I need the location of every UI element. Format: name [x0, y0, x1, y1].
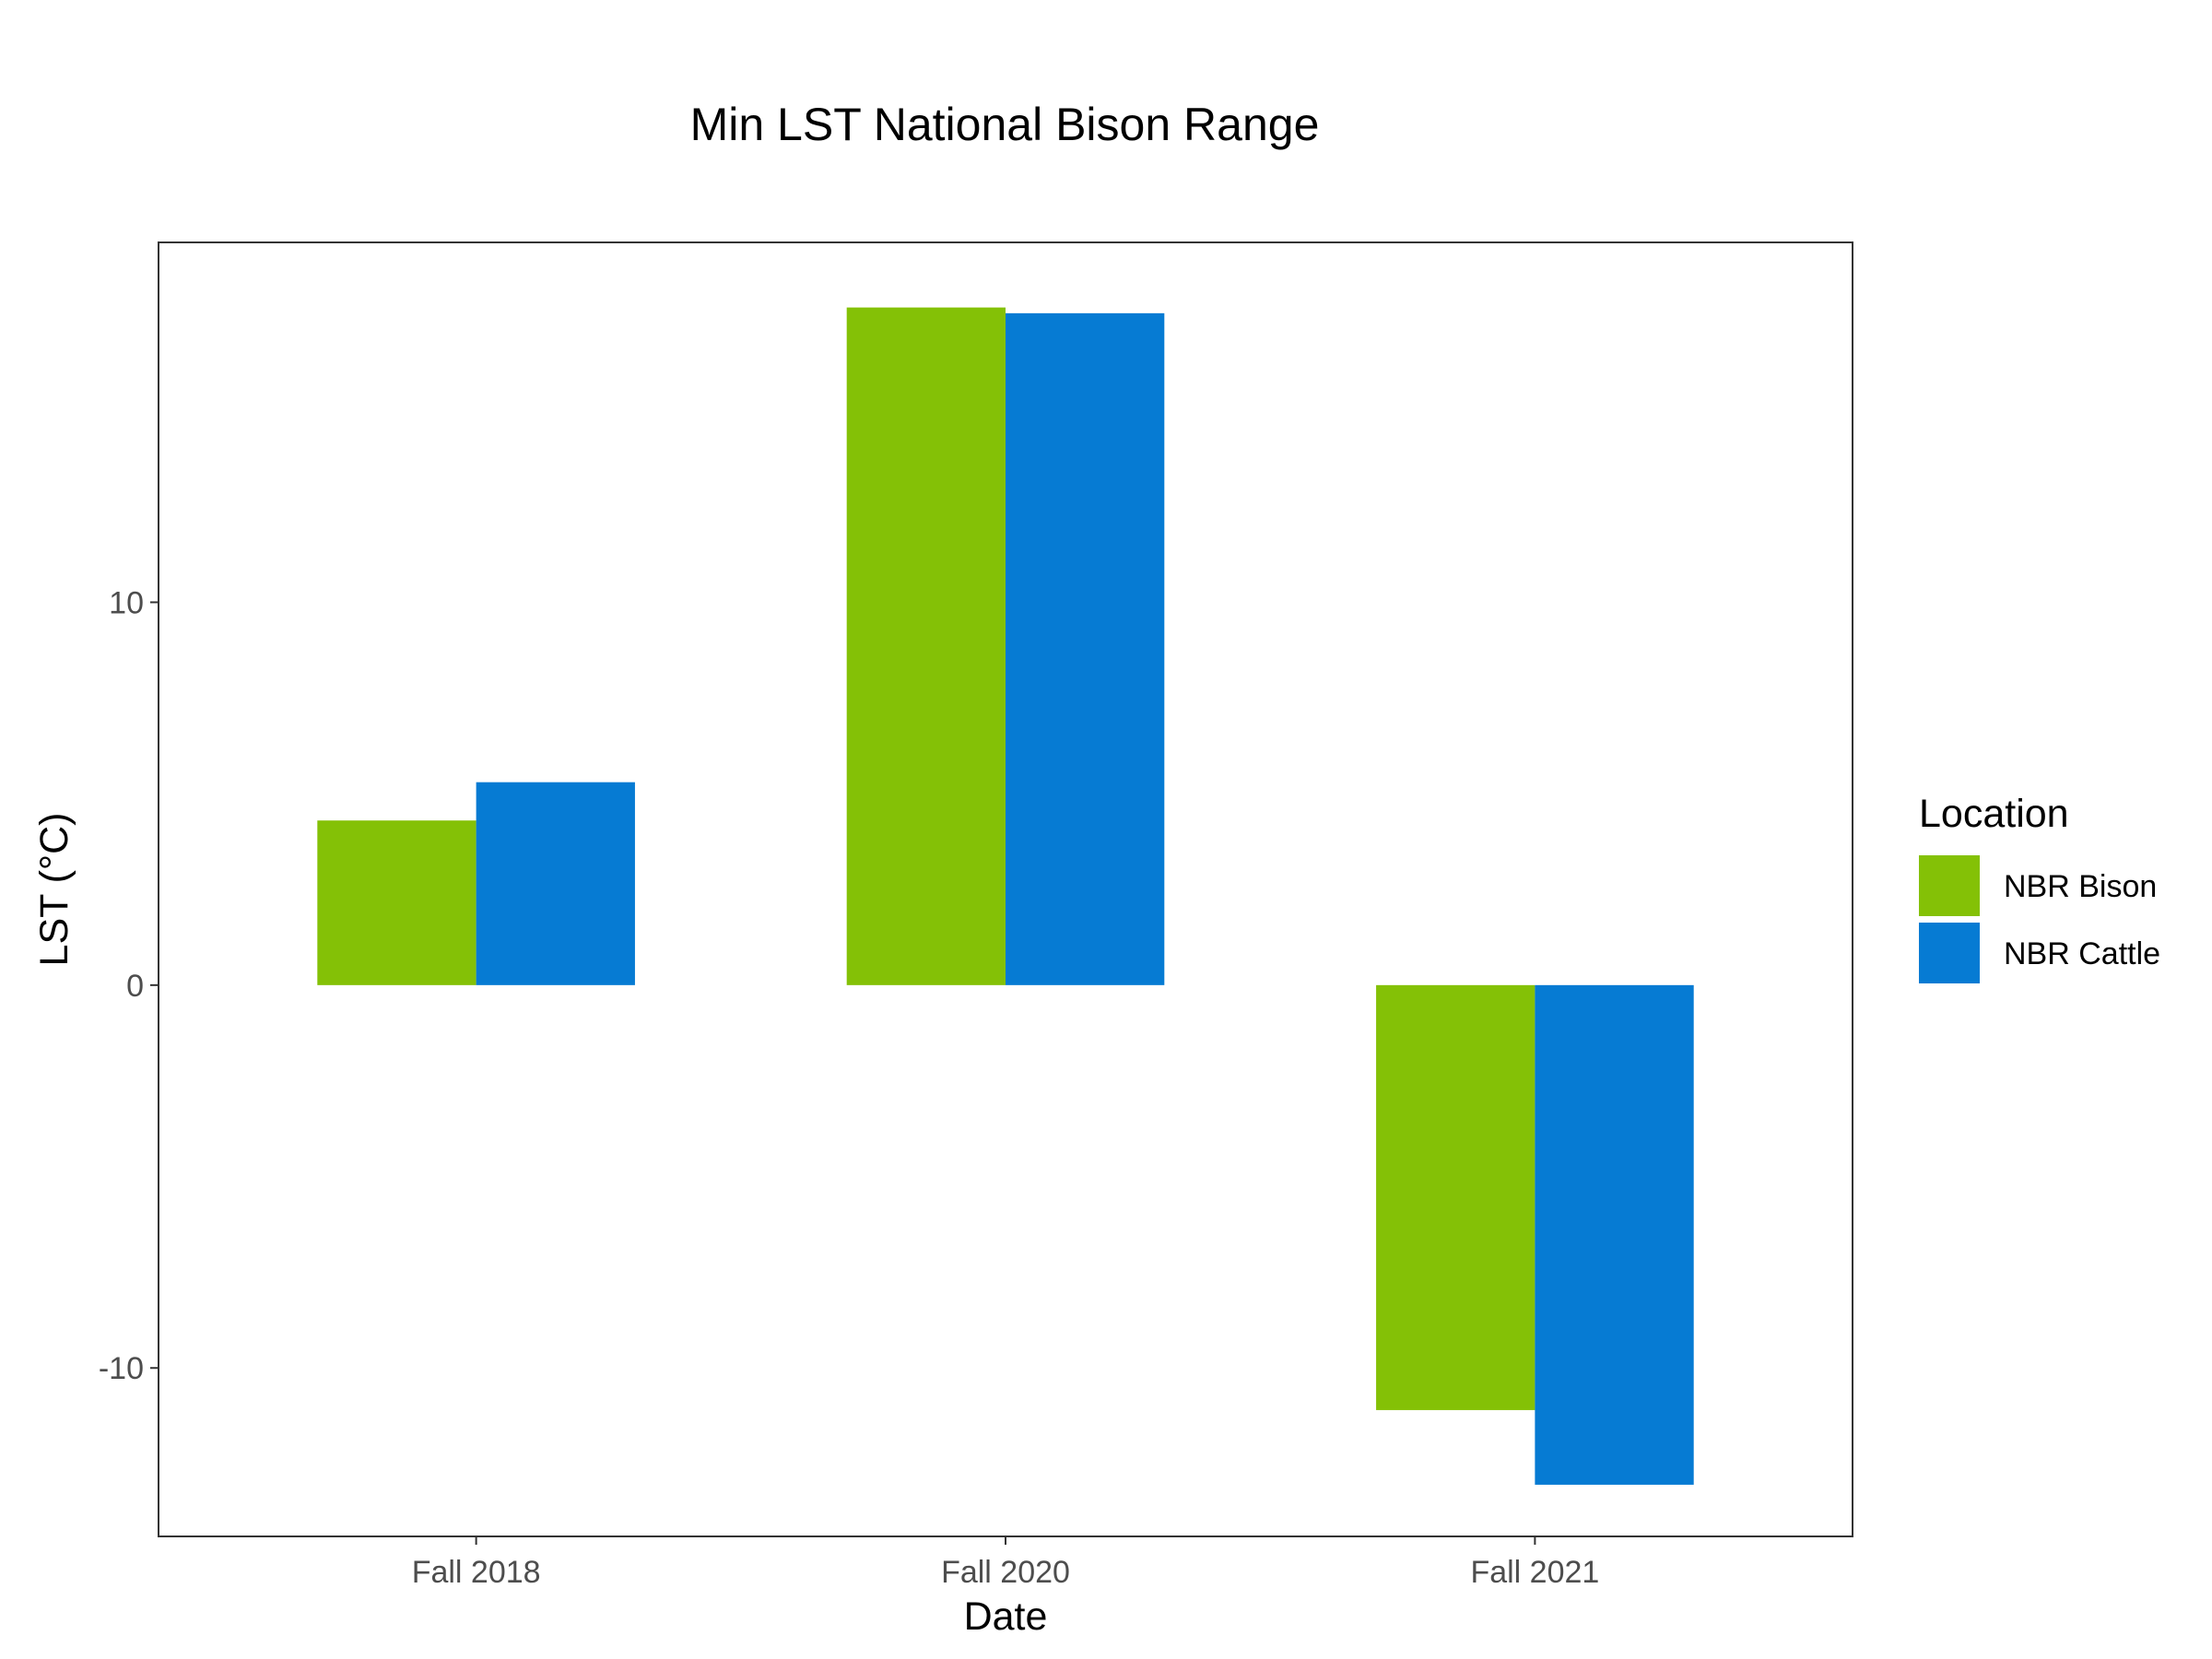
y-tick-label: 0	[126, 969, 144, 1004]
y-tick-label: 10	[109, 585, 144, 620]
x-axis: Fall 2018 Fall 2020 Fall 2021	[412, 1536, 1599, 1590]
legend-swatch-nbr-bison	[1919, 855, 1980, 916]
x-tick-label: Fall 2020	[941, 1555, 1070, 1590]
y-axis-title: LST (°C)	[32, 813, 76, 967]
bar-nbr-cattle-fall-2018	[476, 782, 635, 985]
legend-label: NBR Cattle	[2004, 936, 2160, 971]
y-tick-label: -10	[99, 1351, 144, 1386]
chart-title: Min LST National Bison Range	[690, 99, 1320, 150]
bars-group	[317, 307, 1694, 1485]
x-tick-label: Fall 2018	[412, 1555, 541, 1590]
legend: Location NBR Bison NBR Cattle	[1919, 792, 2160, 983]
legend-title: Location	[1919, 792, 2069, 836]
bar-nbr-bison-fall-2018	[317, 820, 477, 985]
y-axis: -10 0 10	[99, 585, 159, 1386]
legend-items: NBR Bison NBR Cattle	[1919, 855, 2160, 983]
bar-nbr-cattle-fall-2021	[1535, 984, 1694, 1485]
legend-swatch-nbr-cattle	[1919, 923, 1980, 983]
x-tick-label: Fall 2021	[1470, 1555, 1599, 1590]
bar-nbr-cattle-fall-2020	[1006, 312, 1165, 985]
bar-nbr-bison-fall-2021	[1376, 984, 1535, 1410]
bar-nbr-bison-fall-2020	[846, 307, 1006, 985]
x-axis-title: Date	[964, 1594, 1048, 1639]
legend-label: NBR Bison	[2004, 869, 2157, 904]
